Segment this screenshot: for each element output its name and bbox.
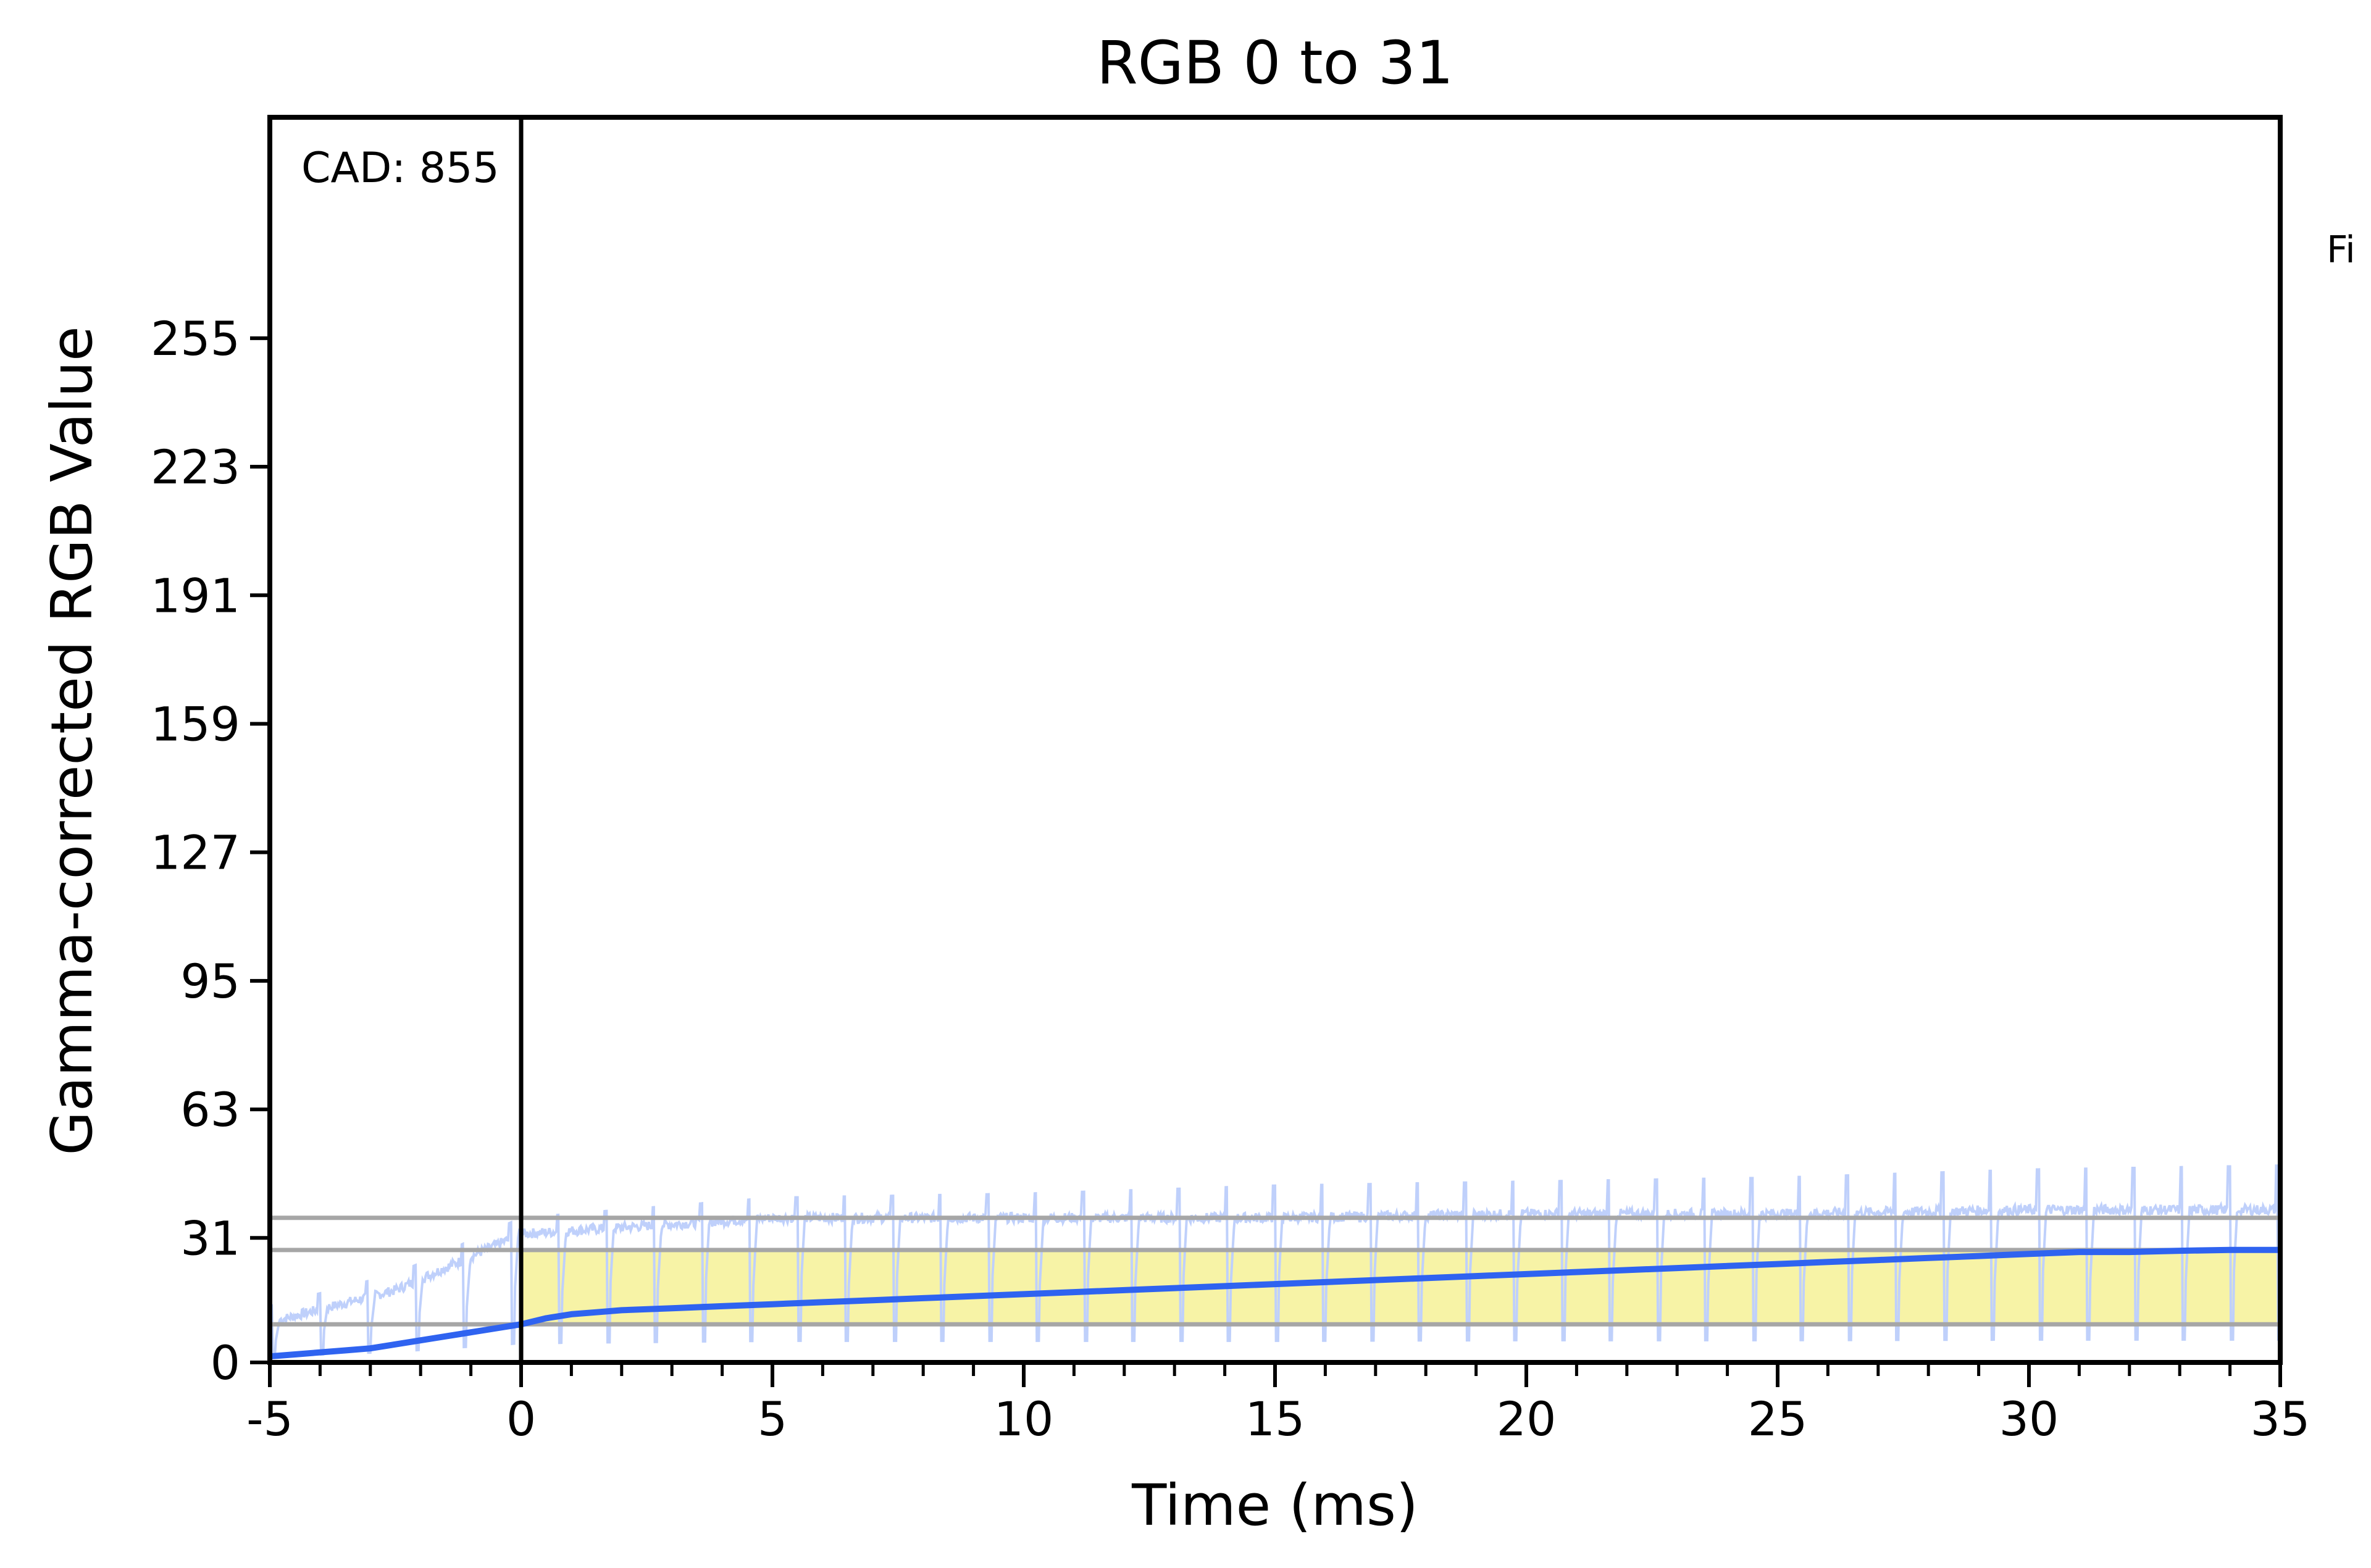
series-line <box>269 1246 2280 1360</box>
x-tick-label: 30 <box>1999 1391 2059 1446</box>
y-tick-label: 95 <box>180 954 240 1009</box>
x-tick-label: 10 <box>994 1391 1054 1446</box>
x-tick-label: 15 <box>1245 1391 1305 1446</box>
x-axis-label: Time (ms) <box>1131 1472 1418 1538</box>
y-tick-label: 31 <box>180 1211 240 1266</box>
cad-annotation: CAD: 855 <box>301 144 500 193</box>
side-legend-label: Fi <box>2327 228 2356 272</box>
x-tick-label: 0 <box>506 1391 536 1446</box>
y-tick-label: 255 <box>151 311 240 366</box>
chart-title: RGB 0 to 31 <box>1097 28 1453 98</box>
y-tick-label: 159 <box>151 696 240 751</box>
shaded-region <box>521 1249 2280 1325</box>
x-tick-label: 20 <box>1497 1391 1557 1446</box>
raw-signal-line <box>269 1164 2280 1358</box>
y-tick-label: 63 <box>180 1082 240 1137</box>
y-tick-label: 127 <box>151 825 240 880</box>
x-tick-label: 35 <box>2251 1391 2310 1446</box>
plot-frame <box>267 115 2283 1365</box>
y-axis-label: Gamma-corrected RGB Value <box>39 326 105 1155</box>
y-tick-label: 223 <box>151 440 240 494</box>
x-tick-label: 25 <box>1748 1391 1808 1446</box>
x-tick-label: 5 <box>758 1391 787 1446</box>
x-tick-label: -5 <box>246 1391 293 1446</box>
y-tick-label: 191 <box>151 568 240 623</box>
y-tick-label: 0 <box>211 1335 240 1390</box>
